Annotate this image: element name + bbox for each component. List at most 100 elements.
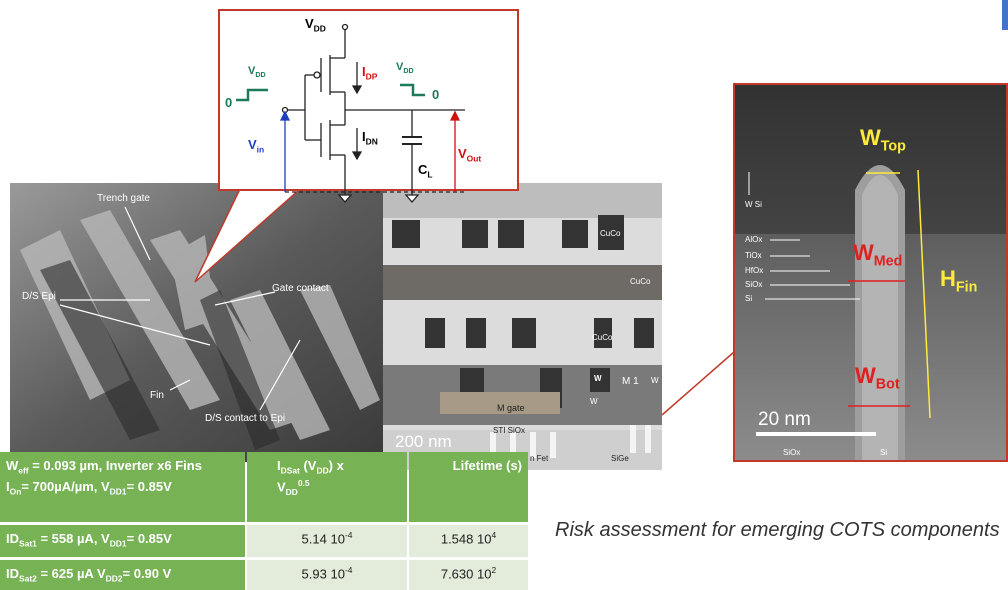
tem-image	[383, 183, 662, 470]
text-run: 7.630 10	[440, 566, 492, 582]
layer-label: SiOx	[783, 448, 801, 457]
text-run: 4	[491, 530, 497, 540]
text-run: Med	[873, 253, 903, 270]
text-run: ID	[6, 566, 19, 581]
text-run: I	[362, 129, 366, 144]
text-run: V	[396, 61, 404, 73]
text-run: DP	[365, 71, 378, 82]
text-run: W	[853, 240, 874, 265]
caption: Risk assessment for emerging COTS compon…	[555, 519, 1000, 541]
callout-line	[661, 351, 735, 416]
tem-label: W	[651, 376, 659, 385]
sem-label: D/S contact to Epi	[205, 413, 286, 424]
accent-bar	[1002, 0, 1008, 30]
cell: 5.93 10-4	[247, 560, 407, 590]
tem-label: SiGe	[611, 454, 629, 463]
text-run: = 0.093 µm, Inverter x6 Fins	[28, 458, 202, 473]
text-run: = 0.85V	[126, 479, 172, 495]
cell-line: VDD0.5	[277, 477, 401, 499]
zero-out: 0	[432, 87, 440, 102]
text-run: = 0.90 V	[122, 566, 172, 581]
text-run: V	[248, 65, 256, 77]
vdd-out: VDD	[396, 62, 414, 75]
vdd-in: VDD	[248, 66, 266, 79]
fin-scale: 20 nm	[758, 409, 811, 430]
sem-arrows	[59, 206, 301, 411]
tem-label: M 1	[622, 376, 639, 387]
cell-line: IDSat (VDD) x	[277, 456, 401, 477]
text-run: 1.548 10	[440, 531, 492, 547]
tem-label: W	[590, 397, 598, 406]
text-run: Fin	[955, 279, 978, 296]
text-run: DD1	[109, 486, 127, 497]
text-run: in	[256, 144, 265, 155]
sem-label: Trench gate	[97, 193, 150, 204]
text-run: Out	[466, 153, 482, 164]
text-run: DN	[365, 136, 378, 147]
tem-label: CuCo	[600, 229, 621, 238]
text-run: DD	[285, 487, 298, 498]
sem-image	[10, 183, 385, 462]
idp-label: IDP	[362, 65, 377, 81]
cell: 7.630 102	[409, 560, 528, 590]
tem-label: STI SiOx	[493, 426, 526, 435]
text-run: 5.93 10	[301, 566, 345, 582]
row-label: IDSat2 = 625 µA VDD2= 0.90 V	[0, 560, 245, 590]
text-run: H	[940, 266, 956, 291]
layer-label: W Si	[745, 200, 762, 209]
tem-label: n Fet	[530, 454, 549, 463]
text-run: (V	[299, 458, 317, 473]
w-bot: WBot	[855, 365, 900, 392]
tem-label: M gate	[497, 403, 525, 413]
header-cell: Weff = 0.093 µm, Inverter x6 Fins IOn= 70…	[0, 452, 245, 522]
text-run: 0.5	[297, 478, 310, 489]
text-run: DD	[403, 67, 414, 76]
tem-label: W	[594, 374, 602, 383]
vdd-top: VDD	[305, 17, 326, 33]
header-cell: Lifetime (s)	[409, 452, 528, 522]
text-run: DSat	[280, 465, 300, 476]
text-run: I	[6, 479, 10, 495]
text-run: Sat1	[19, 538, 37, 549]
fin-tem-image	[734, 84, 1007, 461]
text-run: L	[427, 169, 433, 180]
sem-label: Gate contact	[272, 283, 329, 294]
text-run: On	[9, 486, 22, 497]
circuit-frame	[218, 9, 519, 191]
layer-label: Si	[880, 448, 888, 457]
cl-label: CL	[418, 163, 433, 179]
text-run: = 0.85V	[126, 531, 172, 546]
tem-label: CuCo	[630, 277, 651, 286]
tem-scale: 200 nm	[395, 432, 452, 451]
circuit-schematic	[236, 23, 465, 203]
text-run: I	[362, 64, 366, 79]
vout-label: VOut	[458, 147, 481, 163]
layer-label: AlOx	[745, 235, 763, 244]
cell-line: IOn= 700µA/µm, VDD1= 0.85V	[6, 477, 239, 498]
text-run: W	[860, 125, 881, 150]
w-top: WTop	[860, 127, 906, 154]
text-run: DD1	[109, 538, 127, 549]
layer-label: SiOx	[745, 280, 763, 289]
text-run: W	[855, 363, 876, 388]
w-med: WMed	[853, 242, 902, 269]
layer-label: Si	[745, 294, 753, 303]
text-run: eff	[18, 465, 29, 476]
h-fin: HFin	[940, 268, 977, 295]
text-run: C	[418, 162, 428, 177]
text-run: Sat2	[19, 573, 37, 584]
sem-label: Fin	[150, 390, 164, 401]
text-run: -4	[344, 530, 353, 540]
fin-frame	[733, 83, 1008, 462]
text-run: -4	[344, 565, 353, 575]
text-run: = 558 µA, V	[36, 531, 110, 546]
text-run: DD	[255, 71, 266, 80]
text-run: V	[248, 137, 257, 152]
cell-line: Weff = 0.093 µm, Inverter x6 Fins	[6, 456, 239, 477]
text-run: Bot	[875, 376, 900, 393]
tem-label: CuCo	[592, 333, 613, 342]
row-label: IDSat1 = 558 µA, VDD1= 0.85V	[0, 525, 245, 557]
sem-label: D/S Epi	[22, 291, 56, 302]
